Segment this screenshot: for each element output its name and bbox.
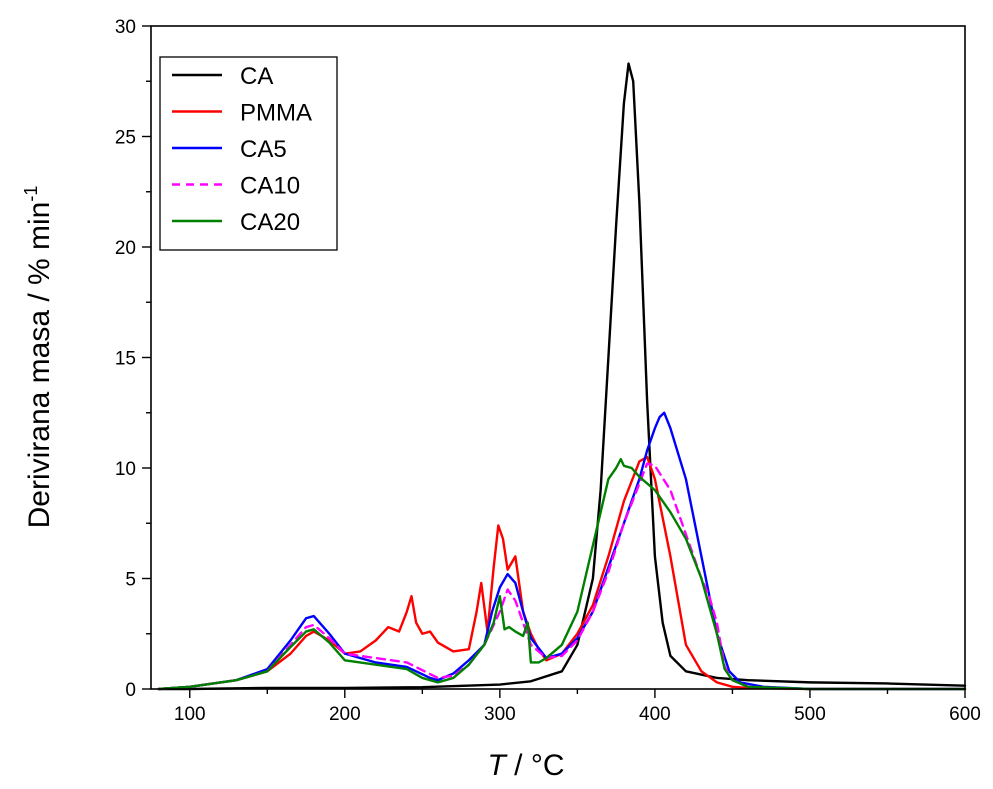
x-tick-label: 100 — [174, 704, 206, 725]
series-line-ca10 — [157, 462, 967, 691]
x-tick-label: 200 — [329, 704, 361, 725]
y-tick-label: 5 — [125, 570, 136, 591]
y-tick-label: 10 — [115, 459, 136, 480]
x-tick-label: 400 — [639, 704, 671, 725]
y-tick-label: 0 — [125, 680, 136, 701]
y-tick-label: 30 — [115, 17, 136, 38]
x-tick-label: 300 — [484, 704, 516, 725]
y-tick-label: 25 — [115, 128, 136, 149]
legend-label-ca5: CA5 — [240, 136, 287, 163]
legend-label-ca10: CA10 — [240, 173, 300, 200]
legend-label-ca: CA — [240, 63, 273, 90]
x-axis-title: T / °C — [488, 749, 565, 782]
legend-label-ca20: CA20 — [240, 209, 300, 236]
y-tick-label: 15 — [115, 349, 136, 370]
x-tick-label: 500 — [794, 704, 826, 725]
legend-label-pmma: PMMA — [240, 100, 312, 127]
x-axis-title-italic: T — [488, 749, 509, 782]
y-axis-title: Derivirana masa / % min-1 — [21, 186, 56, 529]
y-axis-title-main: Derivirana masa / % min — [23, 202, 56, 529]
x-tick-label: 600 — [949, 704, 981, 725]
legend-box — [159, 56, 338, 251]
y-tick-label: 20 — [115, 238, 136, 259]
legend: CA PMMA CA5 CA10 CA20 — [159, 56, 338, 251]
x-axis-title-unit: / °C — [506, 749, 565, 782]
series-line-ca20 — [157, 457, 967, 691]
axes-layer: 100 200 300 400 500 600 0 5 10 15 20 25 30 — [115, 17, 981, 725]
series-layer — [157, 62, 967, 691]
y-axis-title-superscript: -1 — [21, 186, 41, 202]
